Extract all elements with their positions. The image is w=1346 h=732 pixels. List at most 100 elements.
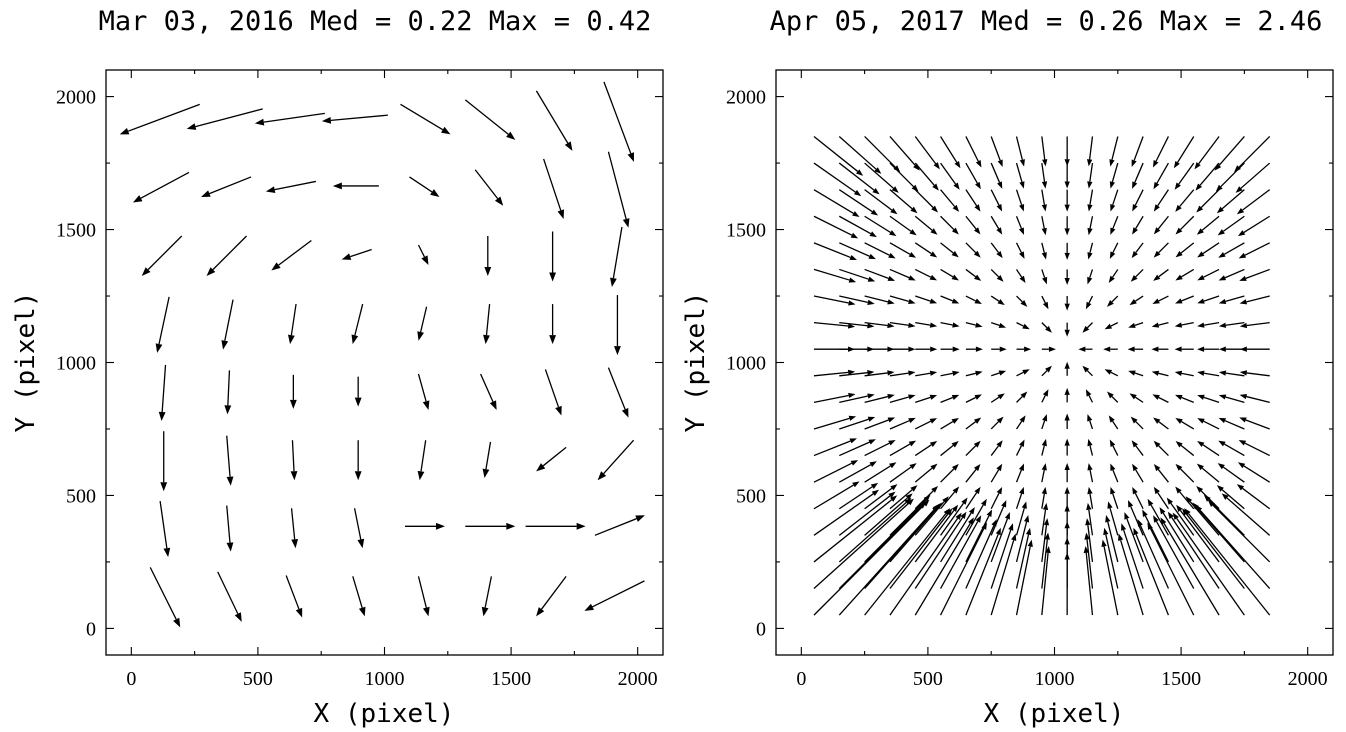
vector-arrow-shaft [1041, 509, 1047, 536]
vector-arrow-head [1083, 545, 1089, 554]
vector-arrow-shaft [1088, 136, 1094, 160]
left-x-axis-label: X (pixel) [314, 699, 455, 729]
vector-arrow-head [1110, 463, 1116, 471]
vector-arrow-head [1218, 322, 1227, 328]
vector-arrow-head [975, 160, 982, 168]
vector-arrow-shaft [161, 364, 167, 413]
vector-arrow-head [951, 227, 959, 235]
vector-arrow-head [1085, 389, 1092, 397]
vector-arrow-shaft [1180, 215, 1195, 230]
vector-arrow-shaft [1015, 420, 1023, 430]
vector-arrow-shaft [813, 440, 851, 457]
vector-arrow-head [1041, 181, 1048, 189]
vector-arrow-head [1130, 416, 1138, 424]
vector-arrow-head [867, 276, 876, 282]
vector-arrow-shaft [1016, 396, 1023, 403]
vector-arrow-shaft [1016, 322, 1024, 327]
vector-arrow-head [597, 471, 607, 481]
right-plot-frame [775, 69, 1334, 656]
vector-arrow-shaft [1015, 189, 1023, 206]
vector-arrow-shaft [864, 136, 896, 168]
vector-arrow-head [1085, 518, 1091, 526]
vector-arrow-head [1064, 329, 1070, 337]
vector-arrow-head [1087, 181, 1093, 189]
vector-arrow-shaft [1158, 295, 1169, 302]
vector-arrow-shaft [965, 515, 990, 563]
vector-arrow-head [930, 228, 938, 235]
vector-arrow-shaft [1246, 372, 1270, 377]
vector-arrow-shaft [965, 321, 976, 326]
vector-arrow-shaft [940, 295, 953, 302]
vector-arrow-head [872, 188, 880, 195]
vector-arrow-head [1118, 533, 1124, 541]
vector-arrow-shaft [1107, 521, 1119, 563]
vector-arrow-head [1104, 369, 1113, 375]
vector-arrow-head [1235, 186, 1243, 193]
vector-arrow-head [887, 370, 895, 376]
y-tick-label: 0 [756, 618, 766, 640]
vector-arrow-shaft [1041, 242, 1045, 253]
vector-arrow-shaft [1246, 295, 1270, 303]
vector-arrow-head [1214, 163, 1222, 171]
vector-arrow-shaft [1180, 468, 1195, 483]
vector-arrow-shaft [914, 444, 932, 457]
vector-arrow-shaft [965, 445, 977, 457]
vector-arrow-shaft [1088, 509, 1094, 536]
vector-arrow-shaft [1221, 189, 1245, 210]
vector-arrow-head [1218, 346, 1226, 352]
vector-arrow-head [482, 468, 490, 479]
vector-arrow-shaft [889, 518, 959, 616]
vector-arrow-head [226, 542, 234, 552]
vector-arrow-shaft [1240, 162, 1271, 189]
vector-arrow-head [1041, 486, 1047, 495]
left-panel: Mar 03, 2016 Med = 0.22 Max = 0.42 0 500 1… [11, 6, 664, 729]
vector-arrow-shaft [1208, 499, 1245, 536]
vector-arrow-head [1041, 252, 1047, 260]
vector-arrow-shaft [1134, 321, 1144, 326]
vector-arrow-shaft [1089, 242, 1094, 253]
vector-arrow-head [908, 322, 916, 328]
vector-arrow-head [929, 322, 938, 328]
vector-arrow-head [417, 470, 425, 481]
vector-arrow-head [909, 463, 917, 470]
vector-arrow-shaft [838, 215, 872, 235]
vector-arrow-head [1087, 414, 1093, 422]
vector-arrow-head [1064, 159, 1070, 167]
vector-arrow-head [973, 463, 981, 472]
vector-arrow-head [614, 346, 621, 356]
y-tick-label: 1500 [726, 220, 766, 242]
vector-arrow-head [930, 463, 938, 471]
vector-arrow-head [1237, 230, 1246, 237]
vector-arrow-head [1174, 370, 1183, 376]
vector-arrow-shaft [813, 135, 859, 172]
vector-arrow-head [952, 346, 960, 352]
vector-arrow-shaft [1041, 552, 1049, 616]
vector-arrow-head [555, 405, 562, 416]
vector-arrow-head [1160, 517, 1167, 525]
vector-arrow-shaft [1181, 372, 1194, 377]
vector-arrow-shaft [990, 215, 1000, 229]
vector-arrow-head [1042, 414, 1048, 422]
vector-arrow-shaft [1171, 517, 1220, 589]
vector-arrow-head [867, 299, 875, 305]
vector-arrow-shaft [140, 171, 190, 199]
vector-arrow-head [1020, 391, 1028, 399]
vector-arrow-shaft [1158, 321, 1169, 326]
vector-arrow-head [1151, 370, 1160, 376]
vector-arrow-head [1142, 509, 1148, 517]
vector-arrow-shaft [127, 103, 200, 132]
vector-arrow-shaft [159, 501, 168, 549]
x-tick-label: 0 [796, 668, 806, 690]
vector-arrow-shaft [217, 571, 239, 615]
vector-arrow-shaft [353, 508, 362, 540]
vector-arrow-head [1172, 512, 1179, 520]
vector-arrow-shaft [838, 162, 875, 191]
vector-arrow-shaft [965, 189, 978, 207]
vector-arrow-shaft [889, 443, 911, 457]
vector-arrow-shaft [1226, 497, 1271, 536]
vector-arrow-head [1086, 159, 1093, 167]
vector-arrow-head [1175, 417, 1183, 424]
left-vector-field [119, 81, 645, 628]
vector-arrow-shaft [1157, 215, 1169, 230]
vector-arrow-head [996, 227, 1003, 235]
